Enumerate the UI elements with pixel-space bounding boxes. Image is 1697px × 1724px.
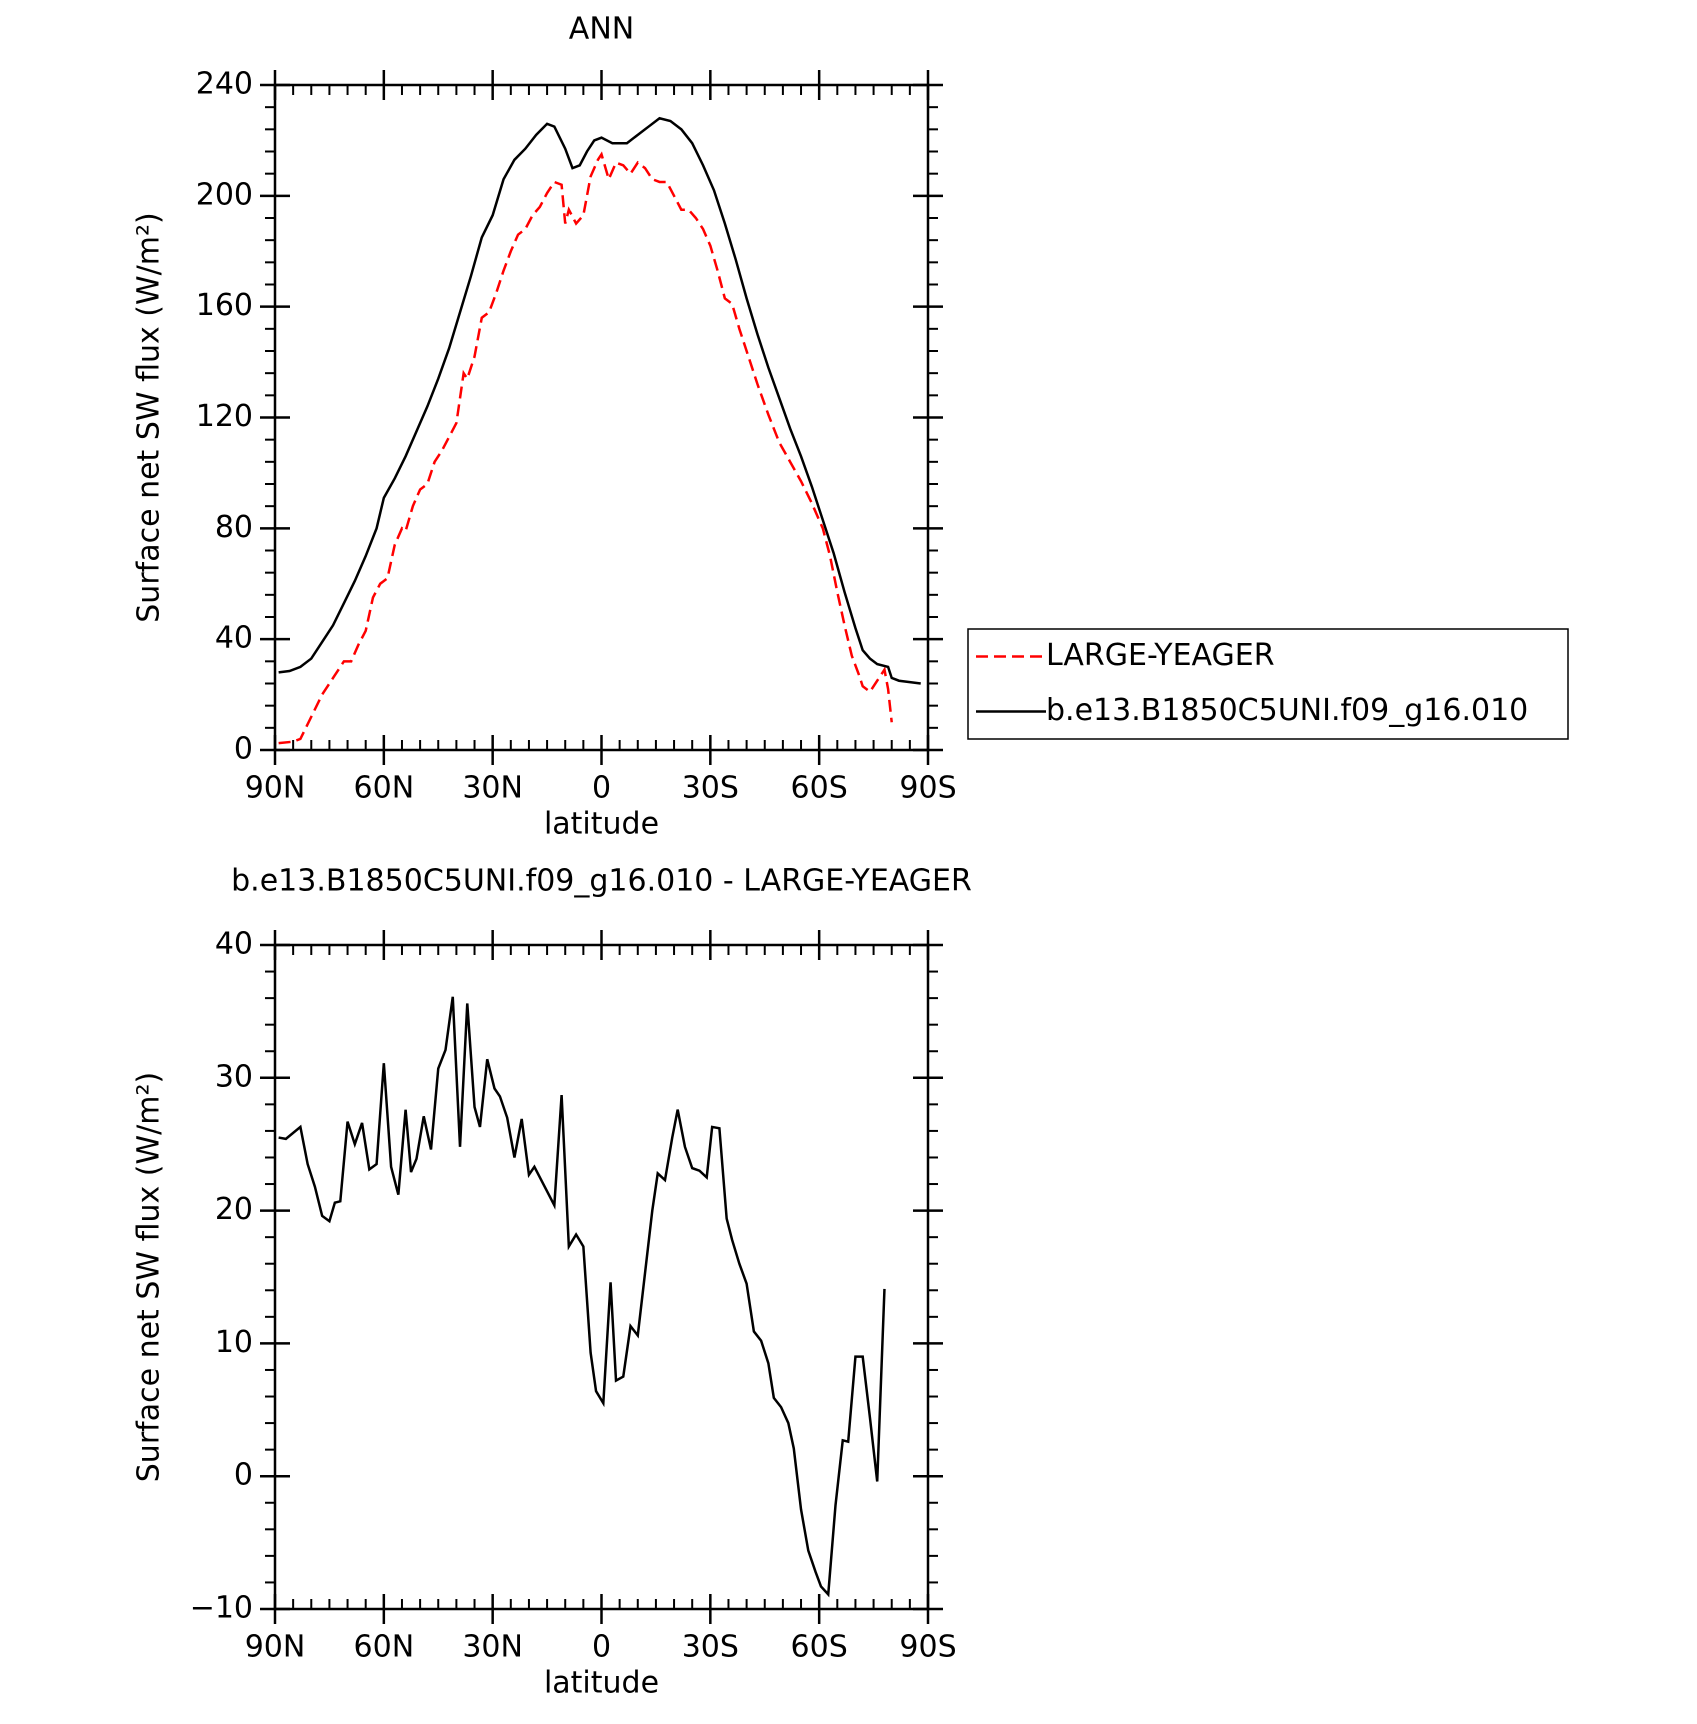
x-tick-label: 90N	[245, 1630, 306, 1665]
y-tick-label: 40	[215, 927, 253, 962]
y-tick-label: 40	[215, 621, 253, 656]
legend-label: LARGE-YEAGER	[1046, 638, 1275, 673]
x-tick-label: 0	[592, 771, 611, 806]
y-tick-label: 120	[196, 399, 253, 434]
x-tick-label: 90N	[245, 771, 306, 806]
y-tick-label: 20	[215, 1192, 253, 1227]
x-tick-label: 60S	[791, 1630, 848, 1665]
y-tick-label: 240	[196, 67, 253, 102]
x-tick-label: 90S	[899, 771, 956, 806]
y-tick-label: 10	[215, 1325, 253, 1360]
chart-title: b.e13.B1850C5UNI.f09_g16.010 - LARGE-YEA…	[231, 864, 972, 899]
y-axis-label: Surface net SW flux (W/m²)	[132, 212, 167, 622]
data-line	[278, 116, 921, 685]
y-tick-label: 200	[196, 177, 253, 212]
plot-frame	[273, 943, 930, 1611]
x-tick-label: 90S	[899, 1630, 956, 1665]
y-tick-label: 0	[234, 732, 253, 767]
data-line	[278, 996, 886, 1598]
x-tick-label: 60N	[354, 1630, 415, 1665]
y-axis-label: Surface net SW flux (W/m²)	[132, 1072, 167, 1482]
x-tick-label: 0	[592, 1630, 611, 1665]
y-tick-label: 0	[234, 1458, 253, 1493]
x-axis-label: latitude	[544, 807, 659, 842]
chart-title: ANN	[569, 12, 634, 47]
y-tick-label: 30	[215, 1059, 253, 1094]
data-line	[278, 151, 893, 745]
y-tick-label: 80	[215, 510, 253, 545]
x-tick-label: 30N	[462, 771, 523, 806]
x-tick-label: 30S	[682, 771, 739, 806]
legend-box	[967, 628, 1569, 740]
plot-frame	[273, 83, 930, 752]
x-tick-label: 60N	[354, 771, 415, 806]
x-tick-label: 30N	[462, 1630, 523, 1665]
y-tick-label: 160	[196, 288, 253, 323]
x-tick-label: 60S	[791, 771, 848, 806]
y-tick-label: −10	[190, 1591, 253, 1626]
x-axis-label: latitude	[544, 1666, 659, 1701]
x-tick-label: 30S	[682, 1630, 739, 1665]
legend-label: b.e13.B1850C5UNI.f09_g16.010	[1046, 693, 1528, 728]
